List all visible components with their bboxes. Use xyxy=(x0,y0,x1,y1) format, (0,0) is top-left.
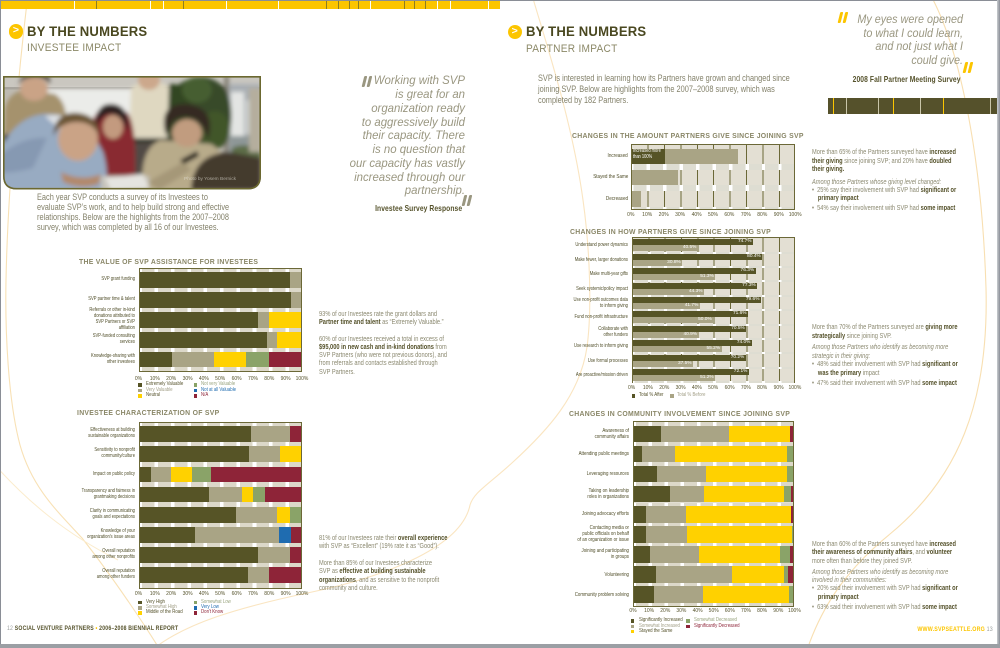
svg-text:Photo by Yosem Bernick: Photo by Yosem Bernick xyxy=(184,176,237,182)
